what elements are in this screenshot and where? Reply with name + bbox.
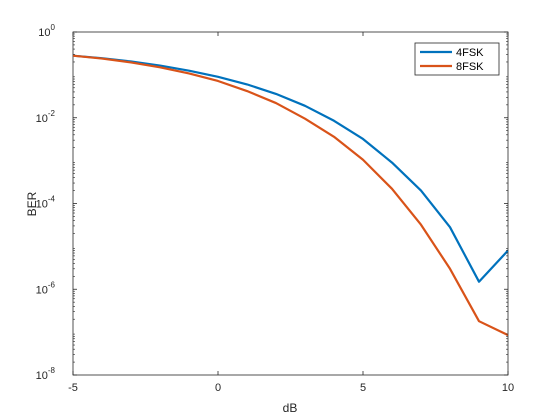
legend-box: [414, 42, 500, 76]
x-axis: -5 0 5 10: [68, 32, 514, 394]
y-tick-label: 10-2: [36, 109, 56, 125]
y-tick-label: 10-4: [36, 195, 56, 211]
legend: 4FSK 8FSK: [414, 42, 500, 76]
legend-label-4fsk: 4FSK: [456, 47, 484, 59]
x-tick-label: 5: [360, 382, 366, 394]
plot-area: [72, 31, 509, 376]
y-axis: 10-8 10-6 10-4 10-2 100: [36, 23, 508, 382]
y-tick-label: 10-6: [36, 280, 56, 296]
series-line-4fsk: [73, 54, 508, 283]
y-tick-label: 10-8: [36, 366, 56, 382]
x-tick-label: 0: [215, 382, 221, 394]
legend-label-8fsk: 8FSK: [456, 61, 484, 73]
y-tick-label: 100: [38, 23, 55, 39]
y-axis-label: BER: [25, 191, 39, 216]
x-tick-label: 10: [502, 382, 514, 394]
x-tick-label: -5: [68, 382, 78, 394]
series-layer: [73, 54, 508, 337]
series-line-8fsk: [73, 54, 508, 337]
x-axis-label: dB: [283, 401, 298, 415]
